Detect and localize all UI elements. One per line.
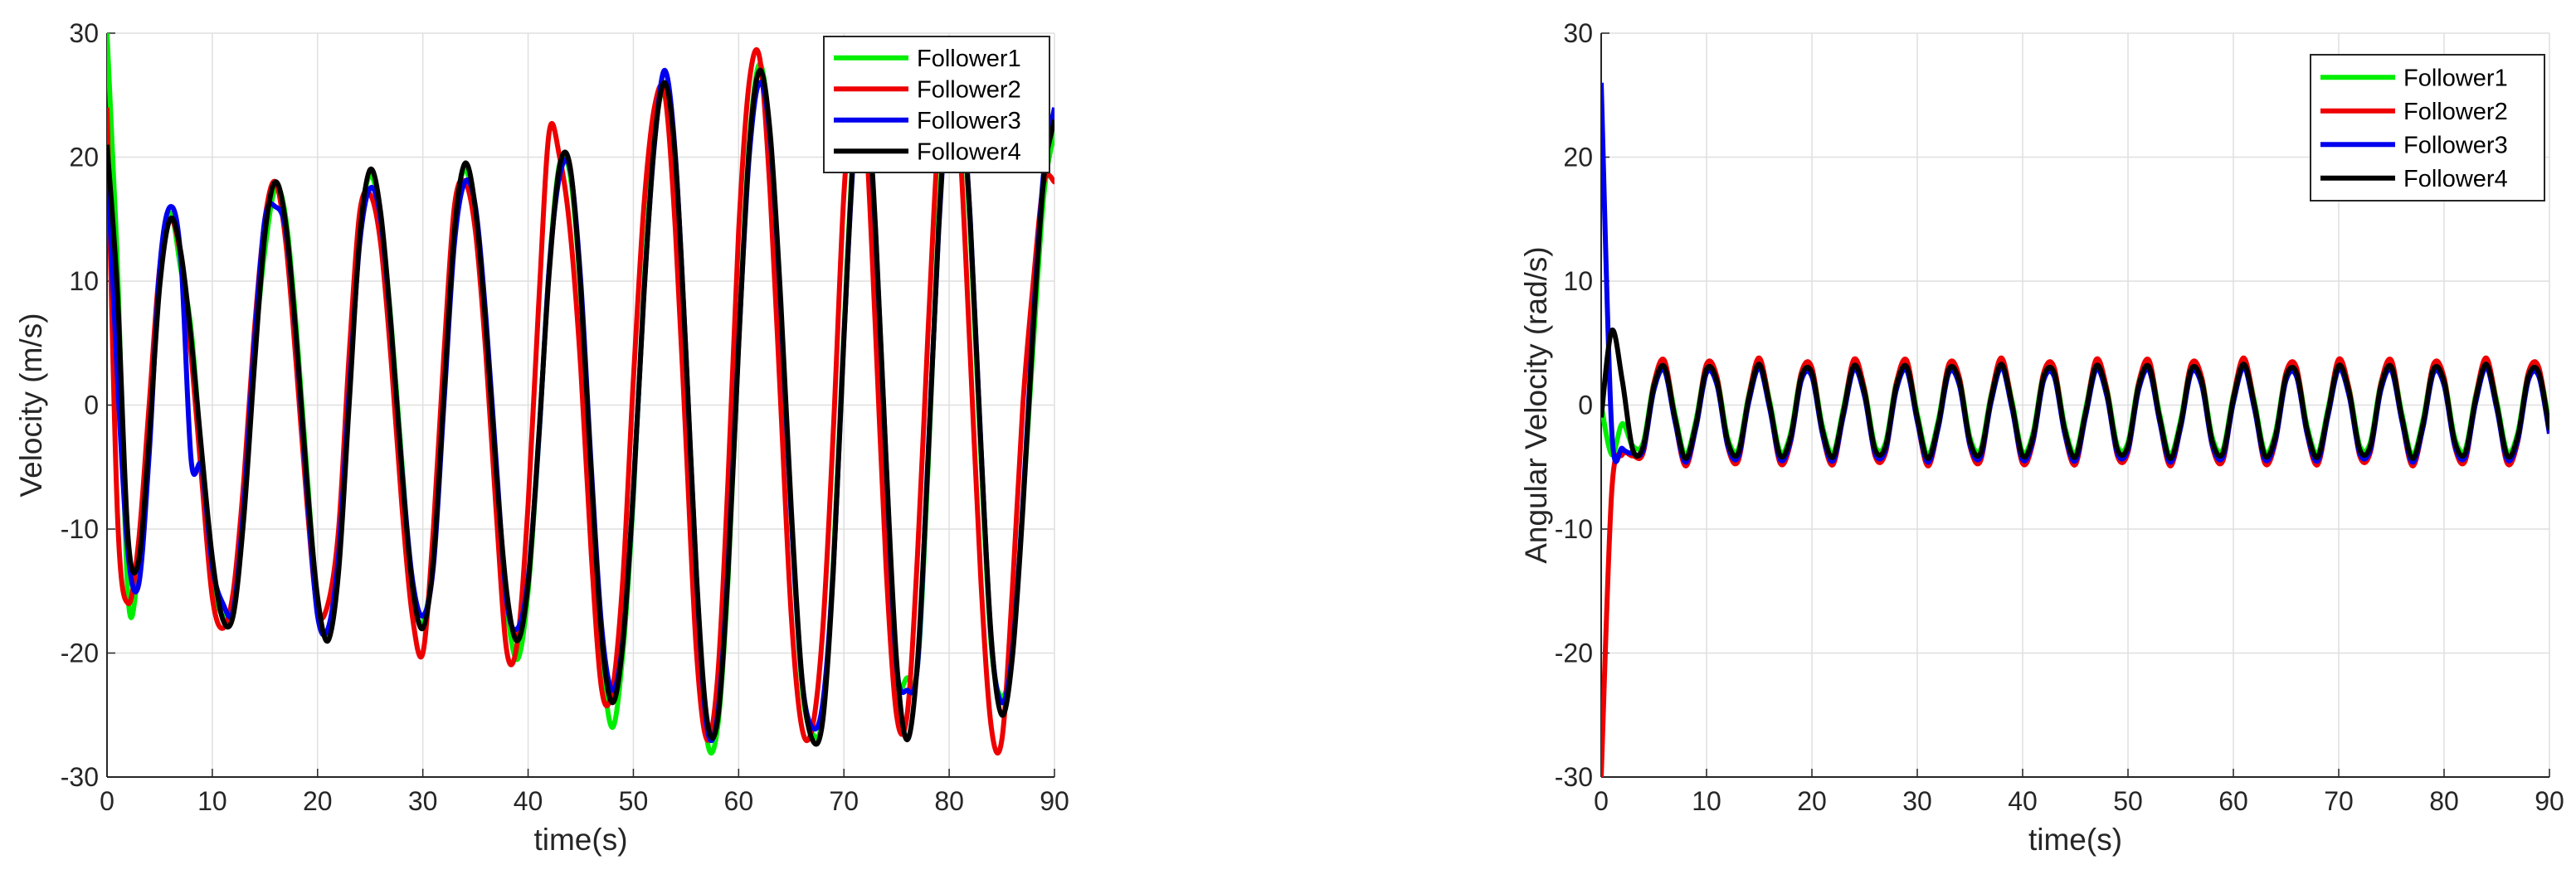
y-tick-label: 0 — [84, 391, 99, 420]
plot-lines — [107, 32, 1054, 755]
legend: Follower1 Follower2 Follower3 Follower4 — [2310, 54, 2545, 202]
y-tick-label: -30 — [61, 762, 99, 792]
x-tick-label: 10 — [1692, 786, 1721, 816]
legend-label: Follower2 — [2403, 99, 2508, 125]
legend-label: Follower3 — [917, 108, 1021, 134]
legend-label: Follower4 — [917, 138, 1021, 165]
x-tick-label: 90 — [1040, 786, 1069, 816]
axes: 0 10 20 30 40 50 60 70 80 90 -30 -20 -10 0 10 20 30 time(… — [14, 18, 1069, 857]
legend-label: Follower1 — [2403, 65, 2508, 91]
x-tick-label: 70 — [2324, 786, 2354, 816]
y-tick-label: -30 — [1555, 762, 1593, 792]
y-tick-label: 0 — [1578, 391, 1593, 420]
y-tick-label: -20 — [1555, 639, 1593, 668]
legend-label: Follower4 — [2403, 166, 2508, 192]
y-tick-label: 10 — [69, 266, 99, 296]
x-tick-label: 90 — [2535, 786, 2564, 816]
x-tick-label: 20 — [303, 786, 333, 816]
y-tick-label: -10 — [1555, 514, 1593, 544]
series-line — [107, 56, 1054, 747]
plot-lines — [1601, 82, 2549, 778]
y-tick-label: 20 — [69, 143, 99, 172]
x-tick-label: 10 — [197, 786, 227, 816]
x-tick-label: 50 — [619, 786, 649, 816]
x-tick-label: 20 — [1797, 786, 1827, 816]
x-tick-label: 0 — [100, 786, 114, 816]
y-axis-label: Velocity (m/s) — [14, 313, 48, 497]
x-tick-label: 70 — [829, 786, 859, 816]
y-tick-label: 30 — [1563, 18, 1593, 48]
x-tick-label: 60 — [724, 786, 754, 816]
legend-label: Follower3 — [2403, 132, 2508, 158]
legend-label: Follower2 — [917, 76, 1021, 103]
legend: Follower1 Follower2 Follower3 Follower4 — [823, 36, 1050, 173]
y-tick-label: -10 — [61, 514, 99, 544]
x-tick-label: 80 — [934, 786, 964, 816]
y-tick-label: 20 — [1563, 143, 1593, 172]
x-tick-label: 80 — [2429, 786, 2459, 816]
x-tick-label: 0 — [1594, 786, 1609, 816]
x-tick-label: 30 — [408, 786, 438, 816]
x-tick-label: 50 — [2113, 786, 2143, 816]
x-tick-label: 40 — [2008, 786, 2038, 816]
axes: 0 10 20 30 40 50 60 70 80 90 -30 -20 -10 0 10 20 30 time(… — [1519, 18, 2564, 857]
x-axis-label: time(s) — [533, 823, 627, 857]
x-tick-label: 60 — [2218, 786, 2248, 816]
y-axis-label: Angular Velocity (rad/s) — [1519, 246, 1553, 564]
x-axis-label: time(s) — [2028, 823, 2122, 857]
y-tick-label: -20 — [61, 639, 99, 668]
x-tick-label: 40 — [514, 786, 543, 816]
series-line — [1601, 328, 2549, 461]
legend-label: Follower1 — [917, 46, 1021, 72]
y-tick-label: 30 — [69, 18, 99, 48]
x-tick-label: 30 — [1902, 786, 1932, 816]
y-tick-label: 10 — [1563, 266, 1593, 296]
